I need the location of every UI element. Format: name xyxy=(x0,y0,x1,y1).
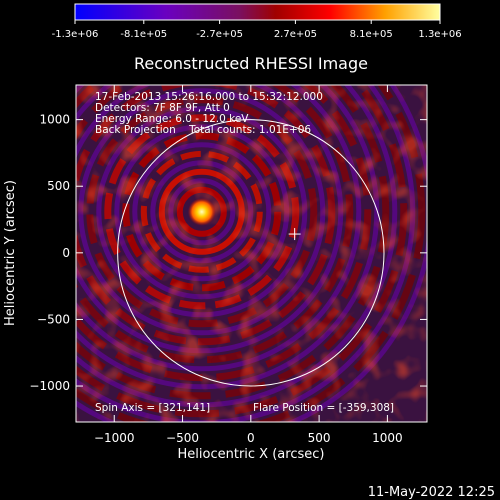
x-axis-label: Heliocentric X (arcsec) xyxy=(178,447,325,462)
footer-timestamp: 11-May-2022 12:25 xyxy=(368,485,495,500)
colorbar-tick-label: -1.3e+06 xyxy=(52,29,99,40)
annotation-energy: Energy Range: 6.0 - 12.0 keV xyxy=(95,113,249,125)
colorbar-tick-label: -8.1e+05 xyxy=(120,29,167,40)
annotation-time: 17-Feb-2013 15:26:16.000 to 15:32:12.000 xyxy=(95,91,323,103)
heatmap-image xyxy=(76,85,427,422)
colorbar-tick-label: 1.3e+06 xyxy=(418,29,461,40)
chart-title: Reconstructed RHESSI Image xyxy=(134,54,368,73)
colorbar-tick-label: 8.1e+05 xyxy=(350,29,393,40)
solar-limb xyxy=(117,119,385,387)
flare-position-label: Flare Position = [-359,308] xyxy=(253,402,394,414)
spin-axis-label: Spin Axis = [321,141] xyxy=(95,402,210,414)
x-tick-label: −500 xyxy=(166,431,199,445)
colorbar-gradient xyxy=(74,3,441,21)
plot-frame xyxy=(75,84,428,423)
annotation-method: Back Projection Total counts: 1.01E+06 xyxy=(95,124,311,136)
annotation-block: 17-Feb-2013 15:26:16.000 to 15:32:12.000… xyxy=(95,91,323,136)
x-axis-ticks: −1000 −500 0 500 1000 xyxy=(94,85,403,445)
noise-blotches xyxy=(76,85,427,422)
plot-area: −1000 −500 0 500 1000 −1000 −500 0 500 1000 xyxy=(29,84,428,445)
x-tick-label: 0 xyxy=(247,431,255,445)
x-tick-label: 500 xyxy=(308,431,331,445)
y-axis-ticks: −1000 −500 0 500 1000 xyxy=(29,113,427,393)
y-tick-label: 1000 xyxy=(39,113,70,127)
y-tick-label: 0 xyxy=(62,246,70,260)
colorbar-tick-label: 2.7e+05 xyxy=(274,29,317,40)
colorbar: -1.3e+06 -8.1e+05 -2.7e+05 2.7e+05 8.1e+05 1.… xyxy=(52,3,462,40)
y-axis-label: Heliocentric Y (arcsec) xyxy=(3,180,18,326)
y-tick-label: −500 xyxy=(37,312,70,326)
colorbar-tick-label: -2.7e+05 xyxy=(196,29,243,40)
x-tick-label: −1000 xyxy=(94,431,135,445)
spin-axis-marker xyxy=(288,228,301,241)
colorbar-ticks: -1.3e+06 -8.1e+05 -2.7e+05 2.7e+05 8.1e+05 1.… xyxy=(52,20,462,40)
annotation-detectors: Detectors: 7F 8F 9F, Att 0 xyxy=(95,102,230,114)
flare-source xyxy=(187,197,216,226)
x-tick-label: 1000 xyxy=(372,431,403,445)
y-tick-label: 500 xyxy=(47,179,70,193)
y-tick-label: −1000 xyxy=(29,379,70,393)
